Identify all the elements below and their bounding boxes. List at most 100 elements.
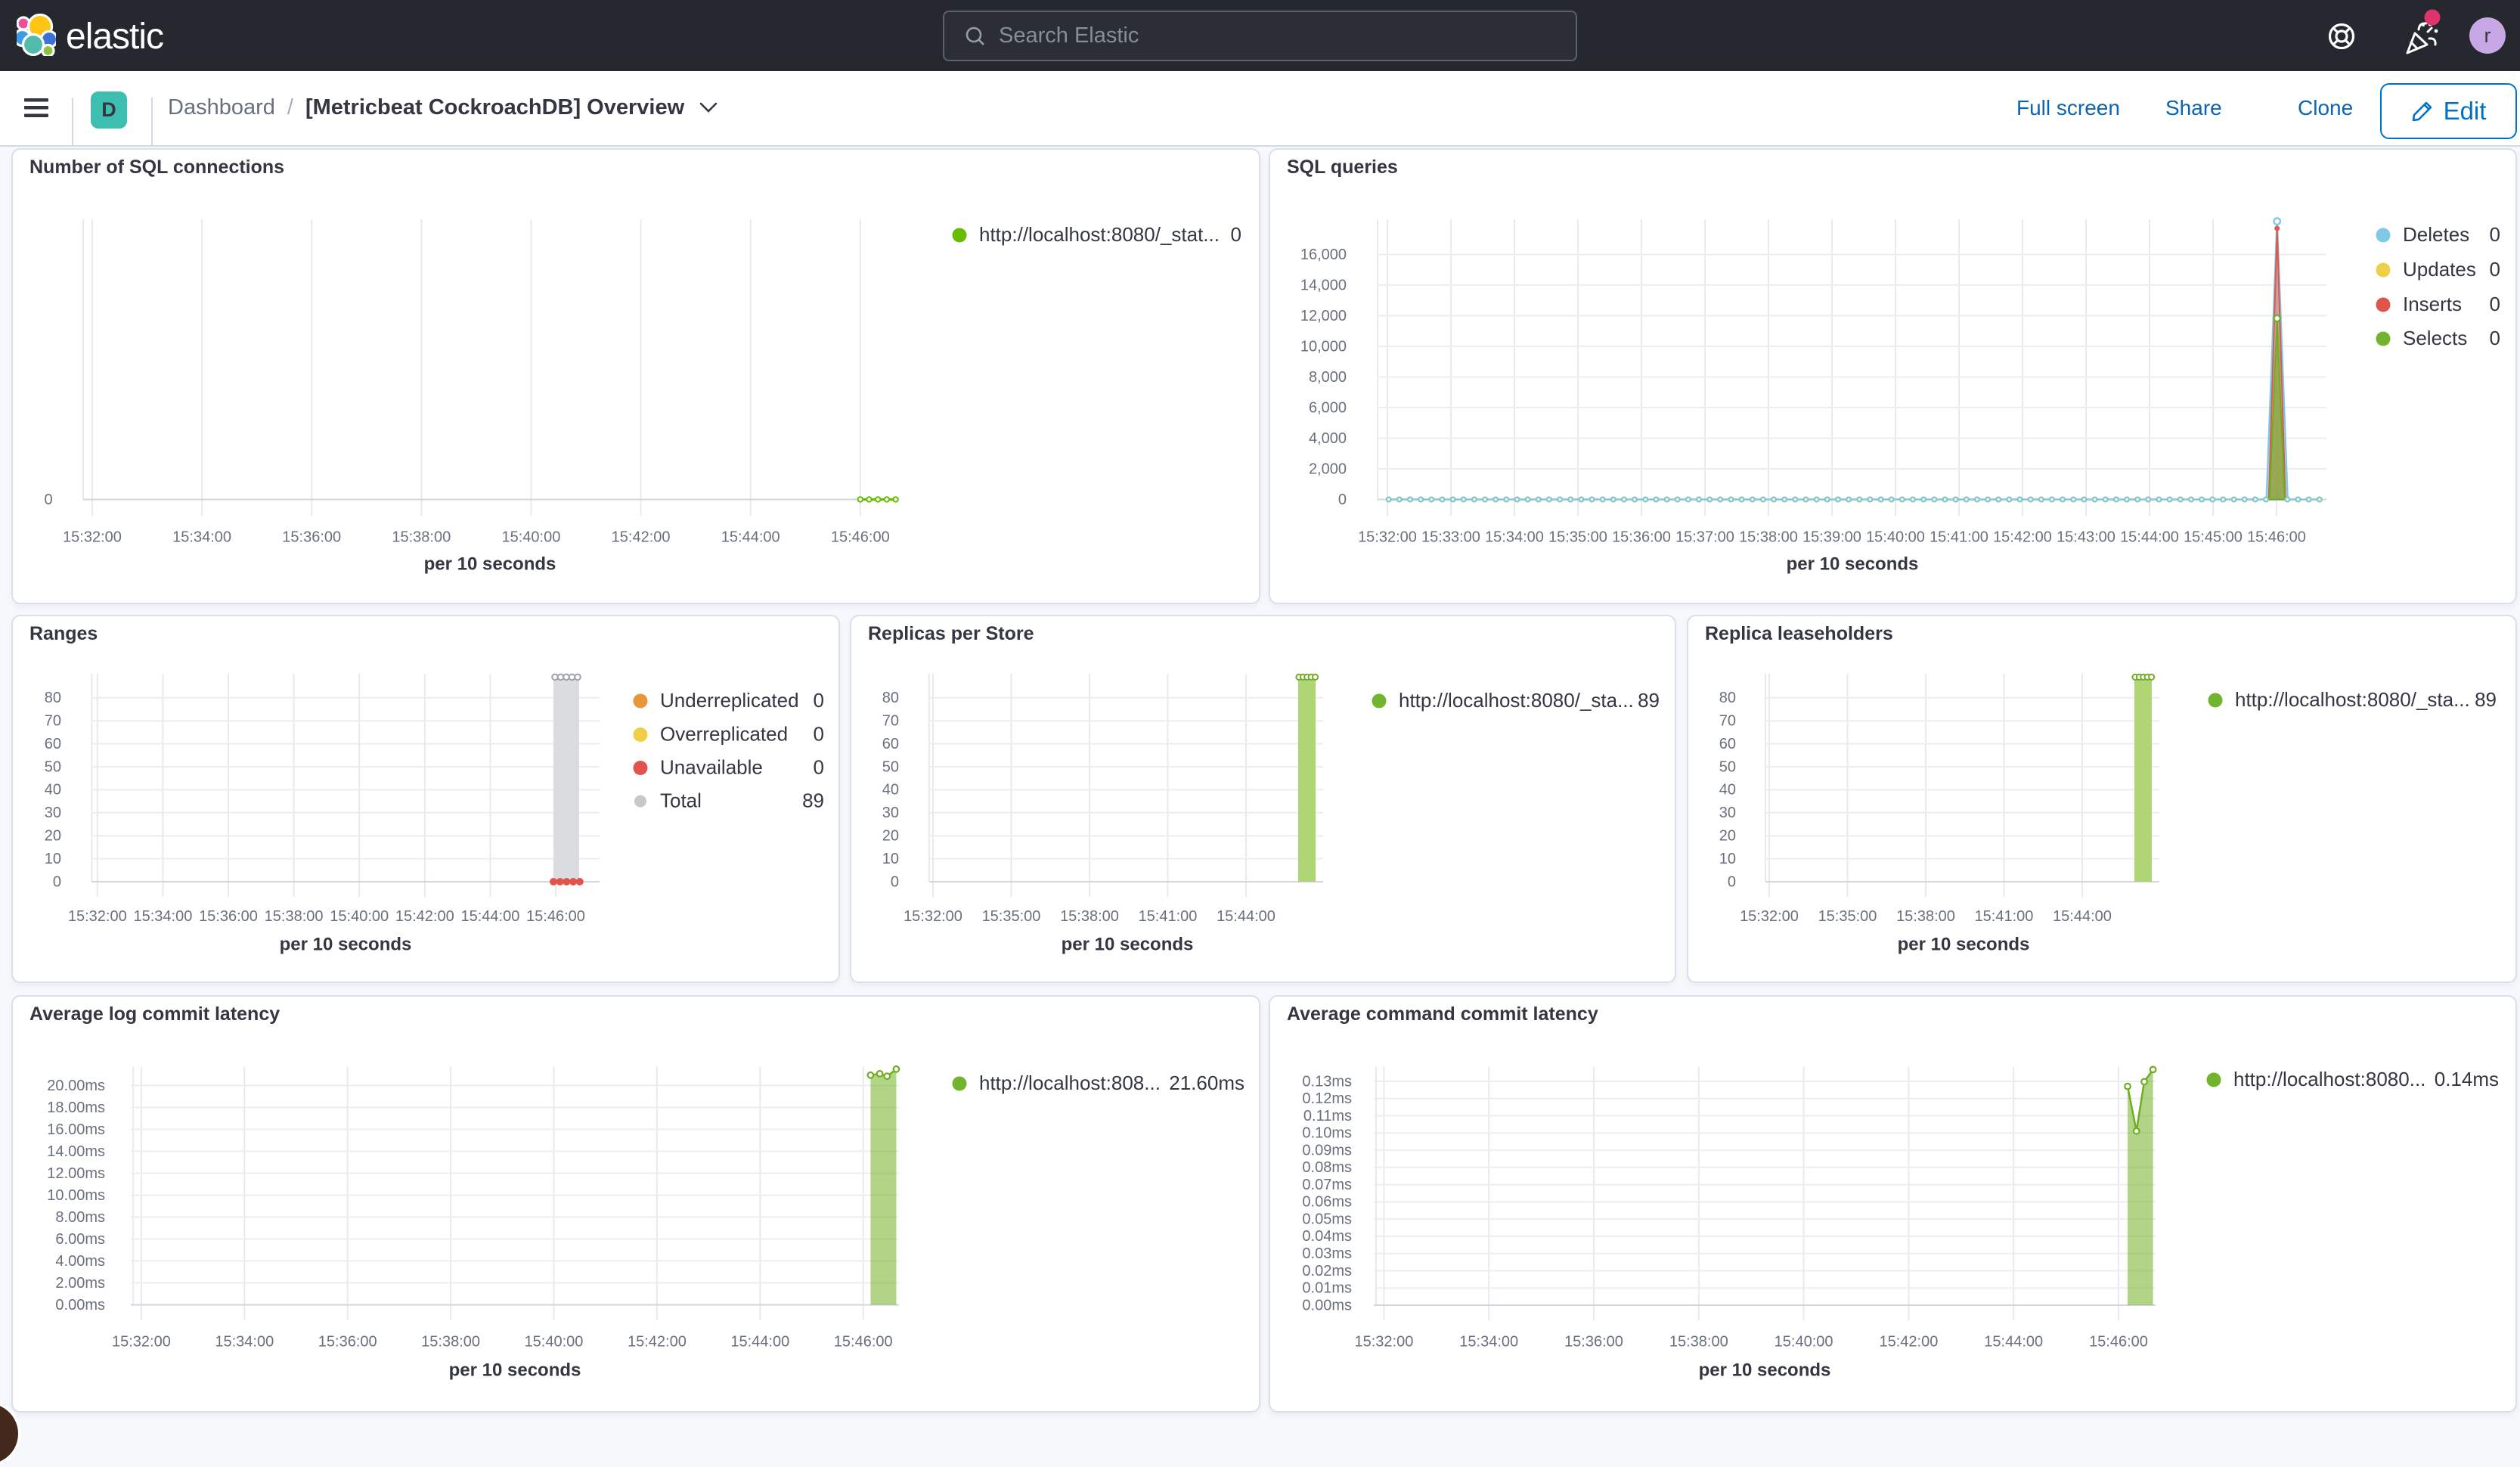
svg-text:15:33:00: 15:33:00: [1421, 529, 1480, 545]
svg-text:4,000: 4,000: [1309, 430, 1347, 447]
svg-text:0.12ms: 0.12ms: [1302, 1090, 1352, 1107]
svg-text:50: 50: [45, 758, 61, 775]
svg-text:15:44:00: 15:44:00: [730, 1333, 789, 1350]
svg-text:15:35:00: 15:35:00: [1548, 529, 1607, 545]
svg-text:12.00ms: 12.00ms: [47, 1165, 105, 1182]
svg-text:0: 0: [2490, 223, 2500, 246]
svg-text:6,000: 6,000: [1309, 399, 1347, 416]
svg-text:15:46:00: 15:46:00: [2247, 529, 2306, 545]
svg-text:http://localhost:8080/_sta...: http://localhost:8080/_sta...: [2235, 688, 2470, 711]
svg-text:50: 50: [882, 758, 899, 775]
svg-text:per 10 seconds: per 10 seconds: [1699, 1360, 1831, 1380]
svg-text:50: 50: [1719, 758, 1736, 775]
svg-text:15:36:00: 15:36:00: [1564, 1333, 1623, 1350]
svg-text:0.00ms: 0.00ms: [1302, 1297, 1352, 1313]
svg-text:15:39:00: 15:39:00: [1802, 529, 1861, 545]
svg-text:16,000: 16,000: [1300, 247, 1347, 263]
svg-text:8.00ms: 8.00ms: [55, 1209, 105, 1226]
svg-text:15:40:00: 15:40:00: [501, 529, 560, 545]
svg-text:15:35:00: 15:35:00: [1818, 908, 1877, 925]
svg-text:30: 30: [882, 805, 899, 821]
svg-text:15:40:00: 15:40:00: [1866, 529, 1925, 545]
svg-text:0.10ms: 0.10ms: [1302, 1125, 1352, 1142]
svg-text:10: 10: [45, 851, 61, 867]
svg-text:80: 80: [882, 690, 899, 706]
svg-text:15:36:00: 15:36:00: [199, 908, 258, 925]
svg-text:15:46:00: 15:46:00: [831, 529, 890, 545]
svg-text:20.00ms: 20.00ms: [47, 1078, 105, 1094]
svg-text:http://localhost:8080...: http://localhost:8080...: [2233, 1068, 2425, 1090]
svg-text:per 10 seconds: per 10 seconds: [1898, 934, 2030, 954]
svg-text:10: 10: [882, 851, 899, 867]
svg-text:0.09ms: 0.09ms: [1302, 1142, 1352, 1158]
svg-text:89: 89: [802, 789, 824, 811]
svg-text:Overreplicated: Overreplicated: [660, 722, 788, 745]
svg-text:0: 0: [814, 722, 824, 745]
svg-text:15:38:00: 15:38:00: [1060, 908, 1119, 925]
svg-text:0: 0: [1728, 873, 1736, 890]
svg-text:15:40:00: 15:40:00: [1775, 1333, 1833, 1350]
svg-text:15:41:00: 15:41:00: [1930, 529, 1988, 545]
svg-text:0: 0: [891, 873, 899, 890]
svg-text:0.02ms: 0.02ms: [1302, 1263, 1352, 1279]
svg-text:10.00ms: 10.00ms: [47, 1187, 105, 1204]
svg-text:15:32:00: 15:32:00: [112, 1333, 171, 1350]
svg-text:15:34:00: 15:34:00: [1485, 529, 1544, 545]
svg-text:Deletes: Deletes: [2403, 223, 2469, 246]
svg-text:15:32:00: 15:32:00: [904, 908, 962, 925]
svg-text:15:36:00: 15:36:00: [282, 529, 341, 545]
svg-text:15:35:00: 15:35:00: [982, 908, 1041, 925]
svg-text:15:38:00: 15:38:00: [265, 908, 324, 925]
svg-text:30: 30: [45, 805, 61, 821]
svg-text:15:42:00: 15:42:00: [1993, 529, 2052, 545]
svg-text:70: 70: [882, 712, 899, 729]
svg-text:per 10 seconds: per 10 seconds: [1787, 554, 1919, 574]
svg-text:0: 0: [53, 873, 61, 890]
svg-text:80: 80: [45, 690, 61, 706]
svg-text:0: 0: [2490, 293, 2500, 315]
svg-text:0: 0: [2490, 327, 2500, 349]
svg-text:0.14ms: 0.14ms: [2435, 1068, 2499, 1090]
svg-text:0: 0: [2490, 258, 2500, 281]
svg-text:Inserts: Inserts: [2403, 293, 2462, 315]
svg-text:15:38:00: 15:38:00: [1669, 1333, 1728, 1350]
svg-text:0.04ms: 0.04ms: [1302, 1228, 1352, 1245]
svg-text:0: 0: [1231, 223, 1241, 246]
svg-text:15:32:00: 15:32:00: [1740, 908, 1799, 925]
svg-text:20: 20: [45, 827, 61, 844]
svg-text:15:32:00: 15:32:00: [1354, 1333, 1413, 1350]
svg-text:http://localhost:8080/_sta...: http://localhost:8080/_sta...: [1399, 689, 1634, 712]
svg-text:14.00ms: 14.00ms: [47, 1143, 105, 1160]
svg-text:6.00ms: 6.00ms: [55, 1231, 105, 1248]
svg-text:70: 70: [1719, 712, 1736, 729]
svg-text:0: 0: [814, 689, 824, 712]
svg-text:40: 40: [882, 782, 899, 799]
svg-text:Updates: Updates: [2403, 258, 2476, 281]
svg-text:per 10 seconds: per 10 seconds: [449, 1360, 581, 1380]
svg-text:15:45:00: 15:45:00: [2184, 529, 2243, 545]
svg-text:0.05ms: 0.05ms: [1302, 1211, 1352, 1227]
svg-text:15:46:00: 15:46:00: [834, 1333, 893, 1350]
svg-text:Total: Total: [660, 789, 702, 811]
svg-text:15:40:00: 15:40:00: [330, 908, 389, 925]
svg-text:15:38:00: 15:38:00: [421, 1333, 480, 1350]
svg-text:15:41:00: 15:41:00: [1975, 908, 2034, 925]
svg-text:60: 60: [882, 736, 899, 752]
svg-text:15:32:00: 15:32:00: [68, 908, 127, 925]
svg-text:15:42:00: 15:42:00: [612, 529, 671, 545]
svg-text:15:44:00: 15:44:00: [721, 529, 780, 545]
svg-text:15:36:00: 15:36:00: [318, 1333, 377, 1350]
svg-text:0.01ms: 0.01ms: [1302, 1279, 1352, 1296]
svg-text:0.13ms: 0.13ms: [1302, 1073, 1352, 1090]
svg-text:15:36:00: 15:36:00: [1612, 529, 1671, 545]
svg-text:20: 20: [1719, 827, 1736, 844]
svg-text:20: 20: [882, 827, 899, 844]
svg-text:15:44:00: 15:44:00: [2053, 908, 2112, 925]
svg-text:15:46:00: 15:46:00: [526, 908, 585, 925]
svg-text:Selects: Selects: [2403, 327, 2467, 349]
svg-text:15:42:00: 15:42:00: [628, 1333, 687, 1350]
svg-text:70: 70: [45, 712, 61, 729]
svg-text:60: 60: [1719, 736, 1736, 752]
svg-text:60: 60: [45, 736, 61, 752]
svg-text:Unavailable: Unavailable: [660, 755, 763, 778]
